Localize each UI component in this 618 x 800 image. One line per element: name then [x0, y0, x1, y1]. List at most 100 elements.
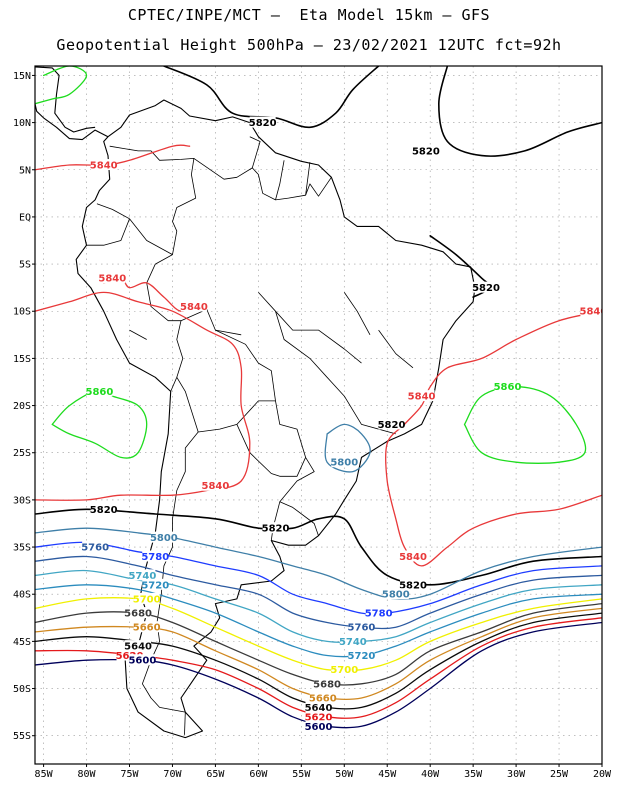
contour-label-bg	[90, 159, 117, 171]
contour-label: 5820	[378, 420, 406, 431]
contour-label: 5800	[150, 533, 178, 544]
contour-label-bg	[133, 621, 160, 633]
country-border	[193, 158, 332, 201]
country-border	[184, 712, 186, 735]
contour-label: 5680	[124, 609, 152, 620]
contour-label-bg	[309, 691, 336, 703]
contour-label-bg	[314, 677, 341, 689]
country-border	[275, 160, 285, 201]
lon-tick-label: 45W	[378, 769, 397, 780]
contour-label: 5840	[98, 274, 126, 285]
contour-label: 5620	[305, 712, 333, 723]
contour-5820	[438, 66, 602, 157]
contour-5760	[35, 555, 602, 630]
contour-label: 5680	[313, 679, 341, 690]
country-border	[96, 145, 197, 255]
contour-label: 5820	[412, 146, 440, 157]
lat-tick-label: 5N	[19, 165, 31, 176]
contour-label: 5840	[180, 302, 208, 313]
contour-label: 5640	[305, 703, 333, 714]
grid-lines	[35, 66, 603, 764]
lat-tick-label: 5S	[19, 260, 31, 271]
country-border	[249, 136, 261, 169]
map-title-line1: CPTEC/INPE/MCT – Eta Model 15km – GFS	[127, 6, 491, 24]
contour-label: 5740	[128, 571, 156, 582]
lon-tick-label: 25W	[550, 769, 569, 780]
contour-label-bg	[129, 569, 156, 581]
contour-label-bg	[180, 300, 207, 312]
contour-label-bg	[305, 720, 332, 732]
country-border	[343, 292, 371, 335]
contour-label: 5820	[472, 283, 500, 294]
contour-5840	[384, 310, 602, 567]
contour-label: 5820	[90, 505, 118, 516]
contour-label: 5820	[262, 524, 290, 535]
lat-tick-label: 10N	[13, 118, 31, 129]
contour-label-bg	[331, 456, 358, 468]
country-border	[146, 254, 184, 392]
lat-tick-label: 50S	[13, 684, 31, 695]
contour-5860	[35, 66, 88, 105]
contour-label: 5820	[399, 580, 427, 591]
contour-label-bg	[473, 281, 500, 293]
contour-5820	[163, 66, 380, 129]
contour-label-bg	[86, 385, 113, 397]
country-border	[142, 431, 199, 713]
map-frame	[34, 65, 603, 765]
country-borders	[86, 136, 414, 735]
country-border	[378, 329, 414, 369]
contour-labels: 5820 5820 5820 5820 5820 5820 5820 5840 5840 5840…	[81, 116, 602, 733]
country-border	[258, 292, 396, 435]
lat-tick-label: 15N	[13, 71, 31, 82]
contour-label-bg	[378, 418, 405, 430]
lon-tick-label: 35W	[464, 769, 483, 780]
contour-5820	[35, 508, 602, 586]
contour-label: 5780	[141, 552, 169, 563]
contour-label-bg	[305, 701, 332, 713]
lat-tick-label: 20S	[13, 401, 31, 412]
coastline-hispaniola-cuba-coast	[138, 42, 185, 61]
contour-label: 5660	[133, 623, 161, 634]
contour-label: 5640	[124, 642, 152, 653]
contour-label: 5760	[348, 623, 376, 634]
lat-tick-label: 15S	[13, 354, 31, 365]
lon-tick-label: 30W	[507, 769, 526, 780]
contour-label-bg	[249, 116, 276, 128]
contour-label-bg	[494, 380, 521, 392]
contour-label-bg	[339, 635, 366, 647]
lon-tick-label: 60W	[249, 769, 268, 780]
contour-label-bg	[82, 541, 109, 553]
contour-label-bg	[412, 144, 439, 156]
lat-tick-label: EQ	[19, 212, 31, 223]
contour-label-bg	[129, 654, 156, 666]
map-title-line2: Geopotential Height 500hPa – 23/02/2021 …	[56, 36, 562, 54]
contour-5800	[324, 423, 371, 473]
lat-tick-label: 25S	[13, 448, 31, 459]
lon-tick-label: 85W	[35, 769, 54, 780]
contour-label: 5840	[90, 161, 118, 172]
contour-label-bg	[348, 649, 375, 661]
lat-tick-label: 10S	[13, 307, 31, 318]
axis-ticks: 15N 10N 5N EQ 5S 10S 15S 20S 25S 30S 35S 40S 45S 50S 5…	[13, 71, 612, 780]
contour-5720	[35, 584, 602, 658]
contour-label: 5720	[141, 580, 169, 591]
contour-label: 5800	[330, 458, 358, 469]
contour-label: 5840	[408, 392, 436, 403]
contour-label-bg	[125, 607, 152, 619]
lon-tick-label: 55W	[292, 769, 311, 780]
contour-label: 5740	[339, 637, 367, 648]
contour-label: 5760	[81, 543, 109, 554]
contour-5680	[35, 602, 602, 686]
contour-label-bg	[150, 531, 177, 543]
contour-label-bg	[133, 592, 160, 604]
country-border	[86, 218, 130, 246]
country-border	[176, 309, 276, 433]
contour-label-bg	[305, 710, 332, 722]
contour-label: 5820	[249, 118, 277, 129]
contour-label-bg	[408, 390, 435, 402]
contour-label-bg	[400, 578, 426, 590]
contour-label: 5600	[128, 656, 156, 667]
contour-label-bg	[580, 305, 602, 317]
contour-label: 5800	[382, 590, 410, 601]
